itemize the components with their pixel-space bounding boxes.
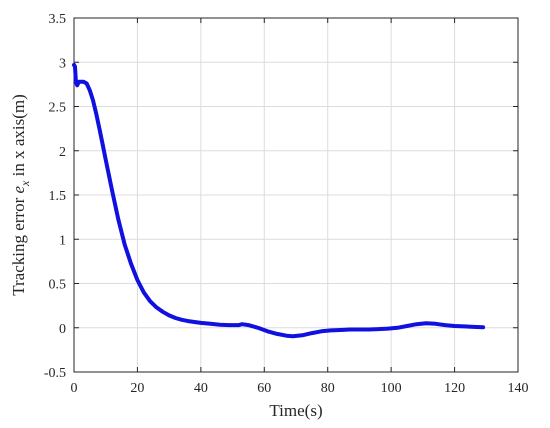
series bbox=[72, 62, 486, 339]
y-tick-label: 2.5 bbox=[49, 101, 67, 116]
x-tick-label: 20 bbox=[130, 381, 144, 396]
x-tick-label: 140 bbox=[508, 381, 529, 396]
x-axis-label: Time(s) bbox=[269, 401, 322, 420]
y-tick-label: 0 bbox=[59, 322, 66, 337]
y-tick-labels: -0.5 0 0.5 1 1.5 2 2.5 3 3.5 bbox=[44, 12, 66, 381]
tracking-error-series-line bbox=[72, 62, 486, 339]
y-axis-label-subscript: x bbox=[18, 180, 32, 187]
ticks bbox=[73, 17, 519, 373]
x-tick-label: 0 bbox=[71, 381, 78, 396]
y-axis-label-prefix: Tracking error bbox=[9, 193, 28, 295]
y-tick-label: 3 bbox=[59, 56, 66, 71]
grid bbox=[73, 17, 519, 373]
x-tick-label: 60 bbox=[257, 381, 271, 396]
y-axis-label-symbol: e bbox=[9, 185, 28, 193]
y-tick-label: 3.5 bbox=[49, 12, 67, 27]
y-tick-label: 2 bbox=[59, 145, 66, 160]
x-tick-labels: 0 20 40 60 80 100 120 140 bbox=[71, 381, 529, 396]
y-axis-label: Tracking error ex in x axis(m) bbox=[9, 94, 32, 296]
x-tick-label: 80 bbox=[321, 381, 335, 396]
y-tick-label: -0.5 bbox=[44, 366, 66, 381]
y-tick-label: 1.5 bbox=[49, 189, 67, 204]
y-tick-label: 1 bbox=[59, 233, 66, 248]
x-tick-label: 120 bbox=[444, 381, 465, 396]
x-tick-label: 100 bbox=[381, 381, 402, 396]
y-tick-label: 0.5 bbox=[49, 278, 67, 293]
x-tick-label: 40 bbox=[194, 381, 208, 396]
y-axis-label-suffix: in x axis(m) bbox=[9, 94, 28, 180]
